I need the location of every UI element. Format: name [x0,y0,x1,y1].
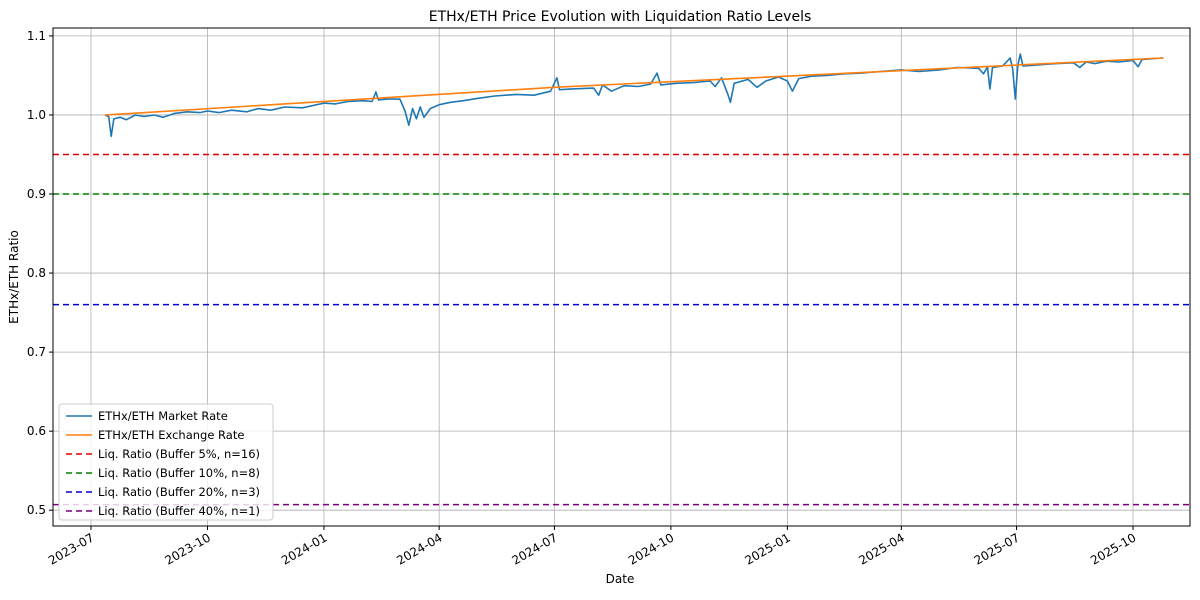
legend-label-3: Liq. Ratio (Buffer 10%, n=8) [98,466,260,480]
y-tick-label: 0.9 [27,187,46,201]
x-axis-label: Date [606,572,635,586]
y-axis-label: ETHx/ETH Ratio [7,230,21,324]
y-tick-label: 0.8 [27,266,46,280]
legend-label-2: Liq. Ratio (Buffer 5%, n=16) [98,447,260,461]
legend-items: ETHx/ETH Market Rate ETHx/ETH Exchange Ra… [66,409,260,518]
y-tick-label: 0.7 [27,345,46,359]
legend-label-0: ETHx/ETH Market Rate [98,409,228,423]
y-tick-label: 1.1 [27,29,46,43]
legend-label-5: Liq. Ratio (Buffer 40%, n=1) [98,504,260,518]
legend-box [58,403,274,521]
plot-frame [52,27,1191,527]
y-tick-label: 0.6 [27,424,46,438]
legend-label-1: ETHx/ETH Exchange Rate [98,428,244,442]
chart-title: ETHx/ETH Price Evolution with Liquidatio… [429,9,812,25]
y-tick-label: 0.5 [27,503,46,517]
y-tick-label: 1.0 [27,108,46,122]
legend-label-4: Liq. Ratio (Buffer 20%, n=3) [98,485,260,499]
series-line-0 [104,53,1164,138]
series-line-1 [104,57,1164,116]
series-layer [53,53,1190,506]
y-axis-ticks: 0.5 0.6 0.7 0.8 0.9 1.0 1.1 [27,29,53,517]
legend: ETHx/ETH Market Rate ETHx/ETH Exchange Ra… [58,403,274,521]
